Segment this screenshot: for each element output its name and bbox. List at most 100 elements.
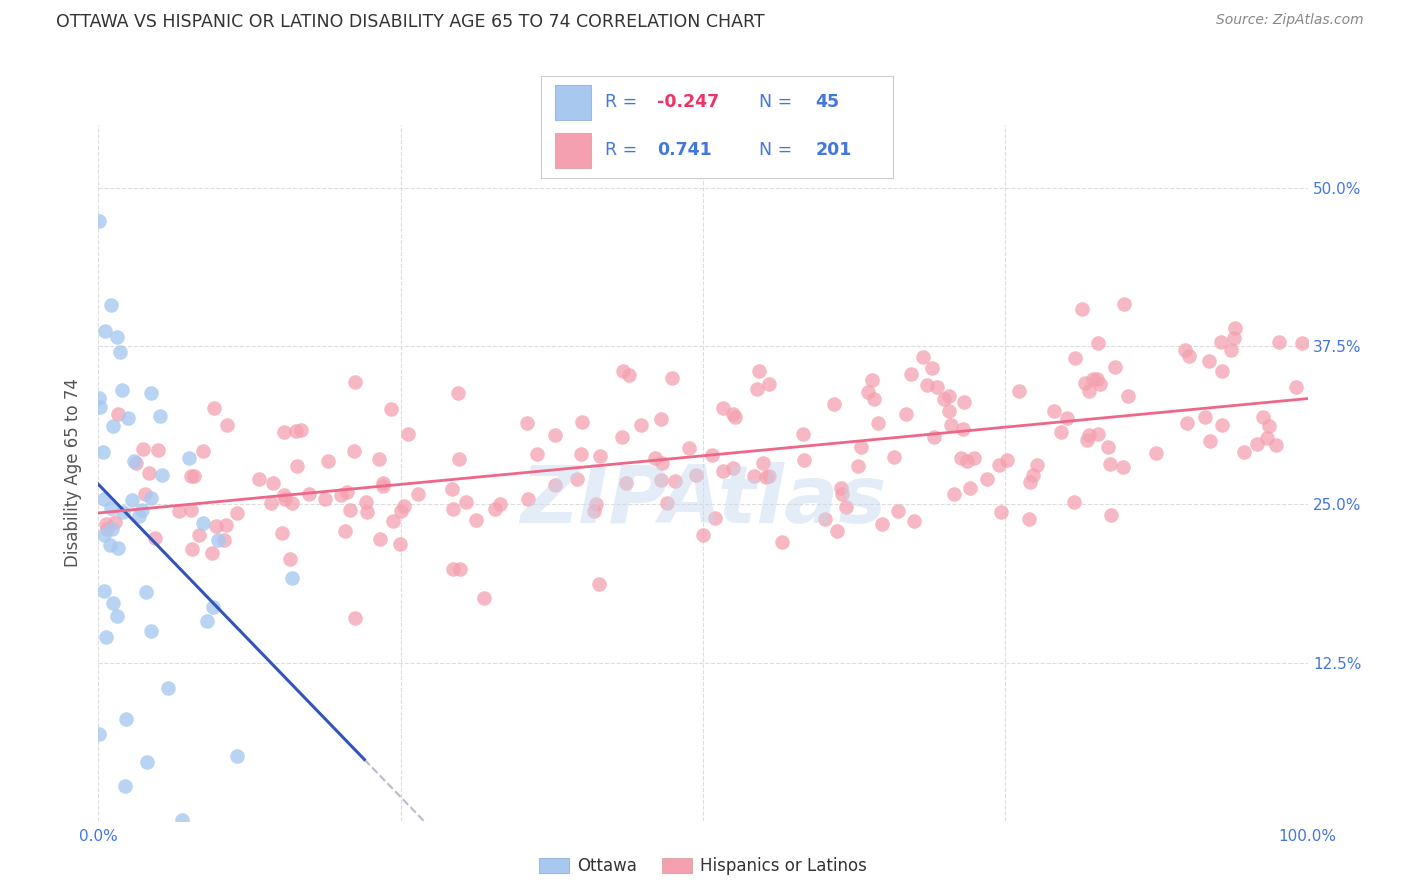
Point xyxy=(191,516,214,530)
Point xyxy=(141,386,163,401)
Point xyxy=(1223,331,1246,345)
Point xyxy=(443,502,465,516)
Point xyxy=(863,392,886,406)
Point xyxy=(661,370,683,384)
Point xyxy=(1223,321,1246,335)
Point xyxy=(1064,351,1087,366)
Point xyxy=(941,417,963,432)
Point xyxy=(201,600,224,615)
Point xyxy=(368,532,391,546)
Point xyxy=(949,450,972,465)
Point xyxy=(953,394,976,409)
Point xyxy=(316,453,339,467)
Point xyxy=(454,495,477,509)
Point xyxy=(131,442,153,457)
Point xyxy=(96,522,118,536)
FancyBboxPatch shape xyxy=(555,133,591,168)
Point xyxy=(1026,458,1049,473)
Point xyxy=(107,407,129,421)
Point xyxy=(179,451,201,466)
Point xyxy=(703,511,725,525)
Point xyxy=(440,482,463,496)
Point xyxy=(610,430,633,444)
Point xyxy=(938,403,960,417)
Point xyxy=(755,470,778,484)
Point xyxy=(1018,475,1040,489)
Point xyxy=(278,552,301,566)
Point xyxy=(138,466,160,480)
Point xyxy=(188,528,211,542)
Text: R =: R = xyxy=(605,94,643,112)
Point xyxy=(146,443,169,458)
Point xyxy=(215,517,238,532)
Point xyxy=(396,426,419,441)
Point xyxy=(94,630,117,644)
Text: N =: N = xyxy=(759,94,799,112)
Point xyxy=(1211,417,1233,432)
Point xyxy=(1209,335,1232,350)
Point xyxy=(183,469,205,483)
Point xyxy=(101,419,124,434)
Point xyxy=(1220,343,1243,358)
Point xyxy=(298,487,321,501)
Point xyxy=(103,596,125,610)
Point xyxy=(927,380,949,394)
Point xyxy=(98,537,121,551)
Point xyxy=(204,519,226,533)
Point xyxy=(217,417,239,432)
Point xyxy=(89,727,111,741)
Point xyxy=(262,476,284,491)
Point xyxy=(651,456,673,470)
Point xyxy=(1070,302,1092,317)
Point xyxy=(150,467,173,482)
Point xyxy=(887,504,910,518)
Point xyxy=(711,401,734,415)
Point xyxy=(447,386,470,401)
Point xyxy=(922,430,945,444)
Point xyxy=(1285,380,1308,394)
Point xyxy=(1256,432,1278,446)
Point xyxy=(995,453,1018,467)
Point xyxy=(91,445,114,459)
Point xyxy=(1097,441,1119,455)
Point xyxy=(903,514,925,528)
Point xyxy=(143,531,166,545)
Point xyxy=(356,494,378,508)
Point xyxy=(121,492,143,507)
Point xyxy=(389,504,412,518)
Point xyxy=(333,524,356,538)
Point xyxy=(516,416,538,430)
Point xyxy=(290,423,312,437)
Point xyxy=(207,533,229,548)
Point xyxy=(108,344,131,359)
Point xyxy=(770,534,793,549)
Point xyxy=(849,440,872,454)
Point xyxy=(1112,297,1135,311)
Point xyxy=(1246,437,1268,451)
Point xyxy=(589,450,612,464)
Point xyxy=(191,444,214,458)
Point xyxy=(488,497,510,511)
Point xyxy=(956,454,979,468)
Point xyxy=(212,533,235,548)
Point xyxy=(1078,384,1101,398)
Point xyxy=(139,624,162,639)
Point xyxy=(585,497,607,511)
Point xyxy=(1291,336,1313,351)
Point xyxy=(101,522,124,536)
Point xyxy=(921,361,943,376)
Point xyxy=(1099,508,1122,522)
Point xyxy=(167,504,190,518)
Point xyxy=(114,779,136,793)
Point xyxy=(655,496,678,510)
Point xyxy=(1211,364,1233,378)
Point xyxy=(1104,359,1126,374)
Text: R =: R = xyxy=(605,141,643,159)
Point xyxy=(823,397,845,411)
Point xyxy=(692,528,714,542)
Point xyxy=(314,492,336,507)
Point xyxy=(472,591,495,606)
Point xyxy=(987,458,1010,472)
Point xyxy=(745,382,768,396)
Point xyxy=(273,425,295,439)
